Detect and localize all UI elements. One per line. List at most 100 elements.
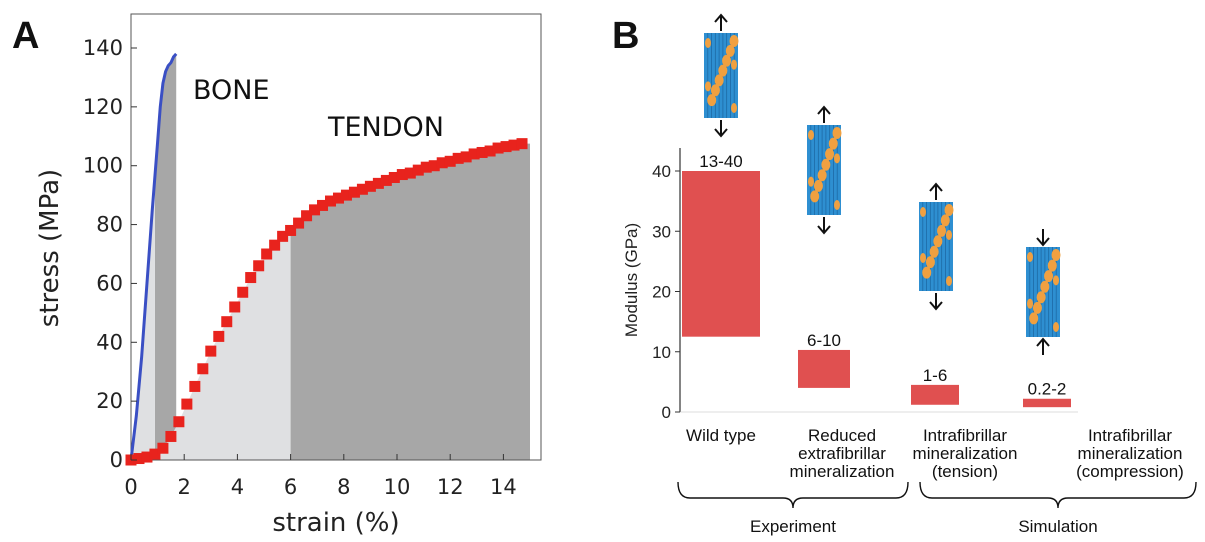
category-label: mineralization [913, 444, 1018, 463]
data-point-tendon [325, 195, 336, 207]
bar-data-label: 0.2-2 [1028, 380, 1067, 399]
y-tick-label: 120 [83, 95, 123, 119]
category-label: (compression) [1076, 462, 1184, 481]
fibril-insets [704, 13, 1061, 355]
mineral-crystal [920, 253, 926, 263]
x-axis-title: strain (%) [272, 508, 399, 538]
fibril-inset-tension [919, 182, 954, 311]
y-tick-label: 20 [96, 389, 123, 413]
fibril-inset-tension [807, 105, 842, 235]
load-arrow-head [817, 225, 831, 235]
mineral-crystal [925, 256, 935, 269]
data-point-tendon [181, 398, 193, 410]
mineral-crystal [714, 74, 724, 87]
data-point-tendon [317, 199, 329, 211]
mineral-crystal [1053, 322, 1059, 332]
mineral-crystal [705, 81, 711, 92]
y-tick-label: 0 [110, 448, 123, 472]
y-tick-label: 40 [652, 162, 671, 181]
bar-data-label: 13-40 [699, 152, 742, 171]
data-point-tendon [277, 230, 289, 242]
data-point-tendon [293, 217, 305, 229]
data-point-tendon [165, 430, 177, 442]
mineral-crystal [731, 59, 737, 70]
data-point-tendon [213, 330, 225, 342]
category-labels: Wild type Reducedextrafibrillarmineraliza… [686, 426, 1184, 481]
mineral-crystal [828, 137, 838, 150]
y-axis-title: Modulus (GPa) [622, 223, 641, 337]
data-point-tendon [221, 316, 233, 328]
x-tick-label: 10 [384, 475, 411, 499]
axes-layer: 0 10 20 30 40 [652, 148, 1078, 422]
data-point-tendon [173, 416, 185, 428]
data-point-tendon [460, 151, 472, 163]
category-label: Reduced [808, 426, 876, 445]
y-tick-label: 30 [652, 222, 671, 241]
data-point-tendon [452, 152, 464, 164]
group-label: Experiment [750, 517, 836, 536]
data-point-tendon [484, 145, 496, 157]
mineral-crystal [808, 130, 814, 140]
shaded-region-tendon-2 [290, 143, 530, 460]
mineral-crystal [810, 190, 820, 203]
mineral-crystal [710, 84, 720, 97]
data-point-tendon [420, 161, 432, 173]
mineral-crystal [813, 179, 823, 192]
data-point-tendon [141, 451, 153, 463]
data-point-tendon [364, 180, 376, 192]
mineral-crystal [1047, 259, 1057, 272]
mineral-crystal [1032, 301, 1042, 314]
x-tick-label: 0 [124, 475, 137, 499]
mineral-crystal [722, 54, 732, 67]
y-tick-label: 100 [83, 154, 123, 178]
data-point-tendon [436, 157, 448, 169]
range-bar [911, 384, 959, 405]
data-point-tendon [500, 141, 512, 153]
mineral-crystal [817, 169, 827, 182]
plot-frame [130, 13, 542, 461]
mineral-crystal [731, 103, 737, 113]
mineral-crystal [929, 245, 939, 258]
data-point-tendon [340, 189, 352, 201]
mineral-crystal [729, 35, 739, 47]
data-point-tendon [372, 177, 384, 189]
data-point-tendon [332, 192, 344, 204]
data-point-tendon [396, 169, 408, 181]
data-point-tendon [229, 301, 241, 313]
panel-b-modulus-chart: 0 10 20 30 40 13-40 6-10 1-6 0.2-2 Wild type Red… [622, 13, 1197, 536]
data-point-tendon [428, 160, 440, 172]
data-point-tendon [157, 442, 169, 454]
data-point-tendon [245, 272, 257, 284]
group-label: Simulation [1018, 517, 1097, 536]
mineral-crystal [1053, 275, 1059, 286]
mineral-crystal [821, 158, 831, 171]
mineral-crystal [946, 276, 952, 286]
x-tick-label: 14 [490, 475, 517, 499]
shaded-region-tendon-1 [131, 230, 291, 460]
mineral-crystal [705, 38, 711, 48]
data-point-tendon [133, 453, 145, 465]
x-tick-label: 8 [337, 475, 350, 499]
panel-a-letter: A [12, 15, 39, 57]
bars-layer: 13-40 6-10 1-6 0.2-2 [682, 152, 1071, 408]
load-arrow-head [714, 128, 728, 138]
data-point-tendon [301, 210, 313, 222]
bar-data-label: 1-6 [923, 366, 948, 385]
data-point-tendon [356, 183, 368, 195]
y-tick-label: 80 [96, 213, 123, 237]
mineral-crystal [834, 200, 840, 210]
mineral-crystal [1044, 270, 1054, 283]
y-tick-label: 20 [652, 283, 671, 302]
mineral-crystal [937, 224, 947, 237]
category-label: Wild type [686, 426, 756, 445]
data-point-tendon [261, 248, 273, 260]
x-tick-label: 4 [231, 475, 244, 499]
series-line-bone [129, 52, 178, 461]
category-label: mineralization [790, 462, 895, 481]
annotation-tendon: TENDON [327, 112, 444, 143]
data-point-tendon [348, 186, 360, 198]
y-tick-label: 140 [83, 36, 123, 60]
y-tick-label: 60 [96, 271, 123, 295]
data-point-tendon [516, 138, 528, 150]
